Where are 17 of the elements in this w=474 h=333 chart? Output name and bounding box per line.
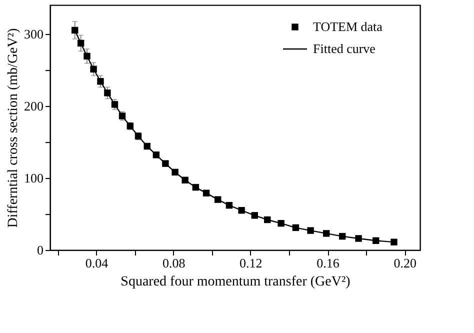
x-tick-label: 0.04 bbox=[85, 256, 109, 270]
y-tick-label: 300 bbox=[24, 26, 44, 42]
legend-label: TOTEM data bbox=[313, 19, 383, 34]
x-tick-label: 0.08 bbox=[162, 256, 186, 270]
x-tick-label: 0.12 bbox=[240, 256, 262, 270]
y-tick-label: 100 bbox=[24, 170, 44, 186]
x-tick-label: 0.16 bbox=[316, 256, 340, 270]
y-tick-label: 200 bbox=[24, 98, 44, 114]
point bbox=[355, 235, 362, 242]
point bbox=[307, 227, 314, 234]
y-axis-title: Differntial cross section (mb/GeV²) bbox=[6, 28, 21, 228]
legend-label: Fitted curve bbox=[313, 41, 376, 56]
point bbox=[390, 238, 398, 246]
x-tick-label: 0.20 bbox=[394, 256, 416, 270]
x-axis-title: Squared four momentum transfer (GeV²) bbox=[120, 274, 351, 290]
point bbox=[182, 176, 188, 184]
y-tick-label: 0 bbox=[37, 242, 44, 258]
